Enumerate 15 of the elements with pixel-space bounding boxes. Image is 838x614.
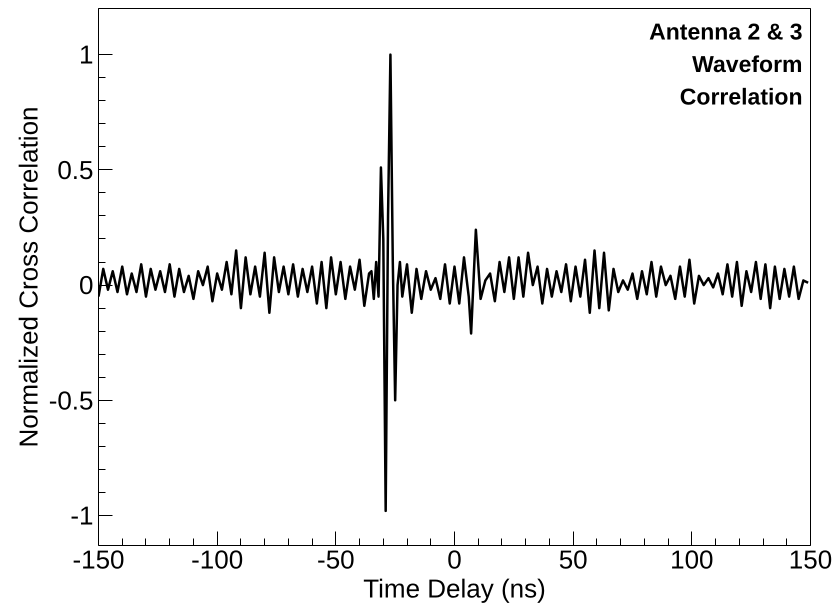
y-axis-title: Normalized Cross Correlation (14, 106, 44, 448)
x-tick-label: 100 (670, 544, 714, 574)
y-tick-label: -0.5 (48, 385, 94, 416)
x-tick-label: 150 (788, 544, 832, 574)
x-tick-label: 0 (447, 544, 462, 574)
y-tick-label: 0.5 (57, 154, 94, 185)
y-tick-label: -1 (70, 500, 94, 531)
x-axis-title: Time Delay (ns) (363, 574, 546, 604)
x-tick-label: -100 (191, 544, 244, 574)
x-tick-label: 50 (558, 544, 588, 574)
text: Antenna 2 & 3 Waveform Correlation (649, 18, 803, 110)
x-tick-label: -50 (317, 544, 355, 574)
x-tick-label: -150 (72, 544, 125, 574)
y-tick-label: 0 (79, 270, 94, 300)
y-tick-label: 1 (79, 40, 94, 70)
